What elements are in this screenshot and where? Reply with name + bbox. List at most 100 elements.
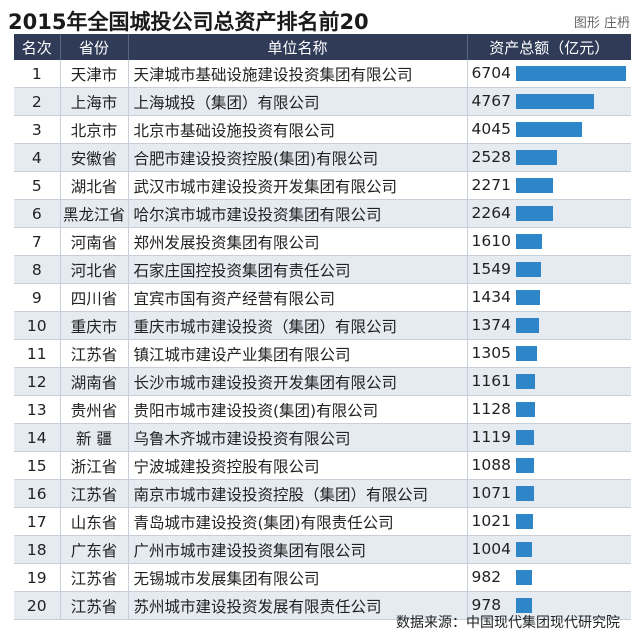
rank-cell: 3 [14,115,61,144]
company-name-cell: 宁波城建投资控股有限公司 [128,451,468,480]
table-row: 7 河南省 郑州发展投资集团有限公司 1610 [14,227,631,256]
asset-bar [515,514,533,529]
header-rank: 名次 [14,34,61,60]
asset-bar [515,318,539,333]
rank-cell: 4 [14,143,61,172]
province-cell: 湖北省 [60,171,129,200]
asset-bar [515,570,532,585]
asset-value-label: 1004 [471,540,511,558]
company-name-cell: 哈尔滨市城市建设投资集团有限公司 [128,199,468,228]
province-cell: 河南省 [60,227,129,256]
asset-value-label: 982 [471,568,502,586]
company-name-cell: 武汉市城市建设投资开发集团有限公司 [128,171,468,200]
header-total-assets: 资产总额（亿元） [467,34,631,60]
graphic-credit: 图形 庄枬 [573,16,630,31]
asset-value-label: 1434 [471,288,511,306]
asset-bar [515,290,540,305]
company-name-cell: 石家庄国控投资集团有责任公司 [128,255,468,284]
company-name-cell: 重庆市城市建设投资（集团）有限公司 [128,311,468,340]
asset-value-label: 2528 [471,148,511,166]
asset-bar [515,262,541,277]
table-row: 20 江苏省 苏州城市建设投资发展有限责任公司 978 [14,591,631,620]
rank-cell: 6 [14,199,61,228]
rank-cell: 15 [14,451,61,480]
table-row: 13 贵州省 贵阳市城市建设投资(集团)有限公司 1128 [14,395,631,424]
rank-cell: 1 [14,60,61,88]
asset-value-label: 1305 [471,344,511,362]
rank-cell: 14 [14,423,61,452]
table-row: 15 浙江省 宁波城建投资控股有限公司 1088 [14,451,631,480]
rank-cell: 9 [14,283,61,312]
table-row: 16 江苏省 南京市城市建设投资控股（集团）有限公司 1071 [14,479,631,508]
asset-bar [515,66,626,81]
chart-title: 2015年全国城投公司总资产排名前20 [8,10,369,34]
asset-bar [515,374,535,389]
province-cell: 新 疆 [60,423,129,452]
rank-cell: 2 [14,87,61,116]
province-cell: 四川省 [60,283,129,312]
province-cell: 湖南省 [60,367,129,396]
asset-value-label: 1161 [471,372,511,390]
asset-value-label: 4767 [471,92,511,110]
rank-cell: 8 [14,255,61,284]
company-name-cell: 无锡城市发展集团有限公司 [128,563,468,592]
asset-cell: 2271 [467,171,631,200]
table-row: 18 广东省 广州市城市建设投资集团有限公司 1004 [14,535,631,564]
header-company: 单位名称 [128,34,468,60]
company-name-cell: 广州市城市建设投资集团有限公司 [128,535,468,564]
company-name-cell: 上海城投（集团）有限公司 [128,87,468,116]
asset-cell: 1434 [467,283,631,312]
table-row: 6 黑龙江省 哈尔滨市城市建设投资集团有限公司 2264 [14,199,631,228]
company-name-cell: 宜宾市国有资产经营有限公司 [128,283,468,312]
asset-cell: 1128 [467,395,631,424]
province-cell: 安徽省 [60,143,129,172]
province-cell: 江苏省 [60,563,129,592]
asset-value-label: 6704 [471,64,511,82]
company-name-cell: 苏州城市建设投资发展有限责任公司 [128,591,468,620]
asset-value-label: 1128 [471,400,511,418]
asset-cell: 4045 [467,115,631,144]
asset-cell: 1021 [467,507,631,536]
province-cell: 江苏省 [60,591,129,620]
table-row: 1 天津市 天津城市基础设施建设投资集团有限公司 6704 [14,60,631,88]
table-row: 19 江苏省 无锡城市发展集团有限公司 982 [14,563,631,592]
rank-cell: 5 [14,171,61,200]
rank-cell: 13 [14,395,61,424]
ranking-table: 名次 省份 单位名称 资产总额（亿元） 1 天津市 天津城市基础设施建设投资集团有限… [14,34,631,620]
rank-cell: 20 [14,591,61,620]
asset-cell: 1071 [467,479,631,508]
province-cell: 广东省 [60,535,129,564]
table-row: 3 北京市 北京市基础设施投资有限公司 4045 [14,115,631,144]
company-name-cell: 合肥市建设投资控股(集团)有限公司 [128,143,468,172]
asset-cell: 1610 [467,227,631,256]
province-cell: 重庆市 [60,311,129,340]
asset-bar [515,542,532,557]
province-cell: 黑龙江省 [60,199,129,228]
table-row: 4 安徽省 合肥市建设投资控股(集团)有限公司 2528 [14,143,631,172]
rank-cell: 10 [14,311,61,340]
table-row: 9 四川省 宜宾市国有资产经营有限公司 1434 [14,283,631,312]
rank-cell: 7 [14,227,61,256]
table-row: 12 湖南省 长沙市城市建设投资开发集团有限公司 1161 [14,367,631,396]
asset-bar [515,206,553,221]
asset-cell: 982 [467,563,631,592]
asset-cell: 1161 [467,367,631,396]
asset-value-label: 1549 [471,260,511,278]
table-row: 11 江苏省 镇江城市建设产业集团有限公司 1305 [14,339,631,368]
asset-bar [515,178,553,193]
rank-cell: 18 [14,535,61,564]
asset-bar [515,122,582,137]
rank-cell: 11 [14,339,61,368]
asset-cell: 1088 [467,451,631,480]
asset-cell: 2528 [467,143,631,172]
asset-cell: 1119 [467,423,631,452]
asset-cell: 1374 [467,311,631,340]
asset-value-label: 1021 [471,512,511,530]
asset-bar [515,430,534,445]
table-row: 10 重庆市 重庆市城市建设投资（集团）有限公司 1374 [14,311,631,340]
province-cell: 浙江省 [60,451,129,480]
company-name-cell: 贵阳市城市建设投资(集团)有限公司 [128,395,468,424]
province-cell: 山东省 [60,507,129,536]
province-cell: 天津市 [60,60,129,88]
rank-cell: 17 [14,507,61,536]
